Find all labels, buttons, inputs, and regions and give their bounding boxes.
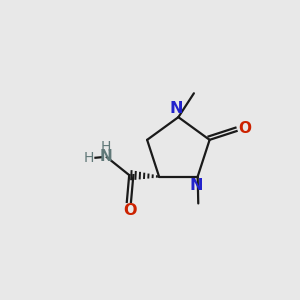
Text: N: N bbox=[169, 101, 183, 116]
Text: O: O bbox=[123, 203, 136, 218]
Text: H: H bbox=[84, 151, 94, 165]
Text: H: H bbox=[101, 140, 111, 154]
Text: N: N bbox=[189, 178, 203, 193]
Text: O: O bbox=[238, 121, 252, 136]
Text: N: N bbox=[100, 149, 112, 164]
